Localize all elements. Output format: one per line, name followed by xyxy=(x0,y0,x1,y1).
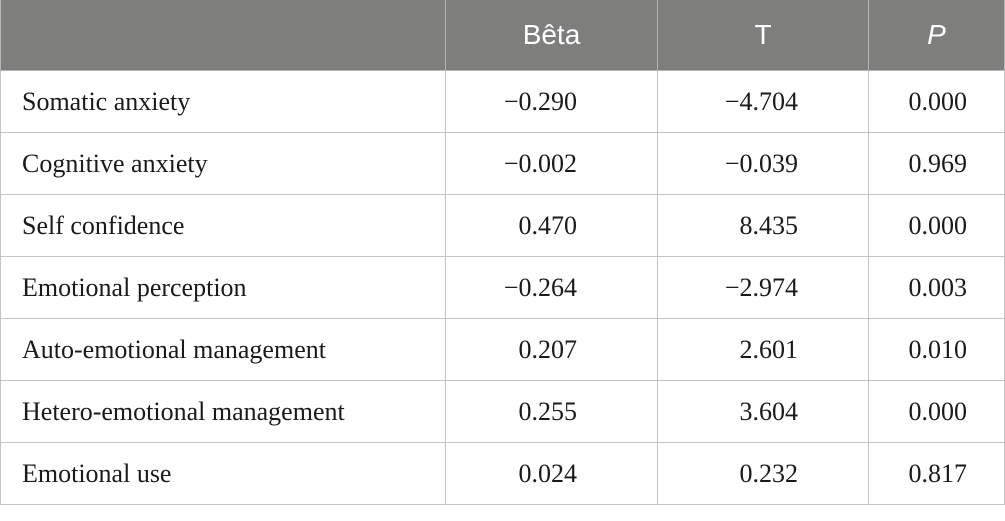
p-value: 0.000 xyxy=(868,380,1005,443)
beta-value: −0.264 xyxy=(445,256,658,319)
header-variable xyxy=(0,0,446,71)
beta-value: 0.255 xyxy=(445,380,658,443)
t-value: 3.604 xyxy=(657,380,869,443)
table-row: Hetero-emotional management 0.255 3.604 … xyxy=(0,380,1005,443)
table-header-row: Bêta T P xyxy=(0,0,1005,71)
header-t: T xyxy=(657,0,869,71)
row-label: Self confidence xyxy=(0,194,446,257)
beta-value: 0.470 xyxy=(445,194,658,257)
p-value: 0.010 xyxy=(868,318,1005,381)
beta-value: −0.290 xyxy=(445,70,658,133)
p-value: 0.817 xyxy=(868,442,1005,505)
beta-value: −0.002 xyxy=(445,132,658,195)
t-value: 2.601 xyxy=(657,318,869,381)
row-label: Emotional use xyxy=(0,442,446,505)
table-row: Auto-emotional management 0.207 2.601 0.… xyxy=(0,318,1005,381)
header-p: P xyxy=(868,0,1005,71)
p-value: 0.000 xyxy=(868,70,1005,133)
regression-table: Bêta T P Somatic anxiety −0.290 −4.704 0… xyxy=(0,0,1005,505)
header-beta: Bêta xyxy=(445,0,658,71)
table-row: Self confidence 0.470 8.435 0.000 xyxy=(0,194,1005,257)
row-label: Hetero-emotional management xyxy=(0,380,446,443)
t-value: −2.974 xyxy=(657,256,869,319)
p-value: 0.003 xyxy=(868,256,1005,319)
t-value: 0.232 xyxy=(657,442,869,505)
t-value: −0.039 xyxy=(657,132,869,195)
table-row: Emotional perception −0.264 −2.974 0.003 xyxy=(0,256,1005,319)
row-label: Auto-emotional management xyxy=(0,318,446,381)
row-label: Emotional perception xyxy=(0,256,446,319)
t-value: 8.435 xyxy=(657,194,869,257)
table-row: Emotional use 0.024 0.232 0.817 xyxy=(0,442,1005,505)
table-row: Somatic anxiety −0.290 −4.704 0.000 xyxy=(0,70,1005,133)
row-label: Cognitive anxiety xyxy=(0,132,446,195)
beta-value: 0.024 xyxy=(445,442,658,505)
row-label: Somatic anxiety xyxy=(0,70,446,133)
beta-value: 0.207 xyxy=(445,318,658,381)
t-value: −4.704 xyxy=(657,70,869,133)
p-value: 0.000 xyxy=(868,194,1005,257)
table-row: Cognitive anxiety −0.002 −0.039 0.969 xyxy=(0,132,1005,195)
p-value: 0.969 xyxy=(868,132,1005,195)
